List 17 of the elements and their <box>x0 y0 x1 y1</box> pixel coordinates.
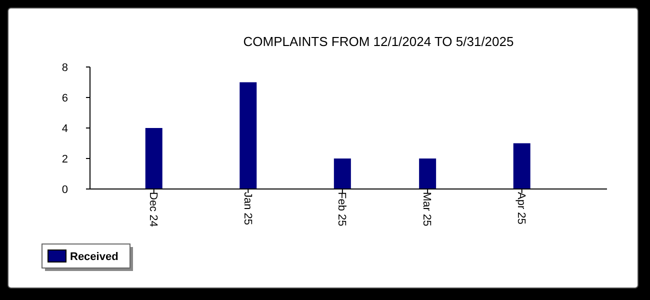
bar <box>240 82 257 189</box>
bar <box>513 143 530 189</box>
chart-title: COMPLAINTS FROM 12/1/2024 TO 5/31/2025 <box>243 34 514 49</box>
bar <box>334 158 351 189</box>
y-tick-label: 4 <box>62 122 68 135</box>
x-tick-label: Feb 25 <box>336 192 348 226</box>
y-tick-label: 0 <box>62 184 68 196</box>
y-tick-label: 8 <box>62 62 68 74</box>
legend-label: Received <box>70 250 118 263</box>
x-tick-label: Apr 25 <box>514 192 527 224</box>
x-tick-label: Dec 24 <box>147 192 160 227</box>
y-tick-label: 6 <box>62 92 68 104</box>
x-tick-label: Jan 25 <box>241 192 254 226</box>
bar <box>419 158 436 189</box>
y-tick-label: 2 <box>62 153 68 166</box>
bar <box>145 128 162 189</box>
x-tick-label: Mar 25 <box>420 192 433 226</box>
